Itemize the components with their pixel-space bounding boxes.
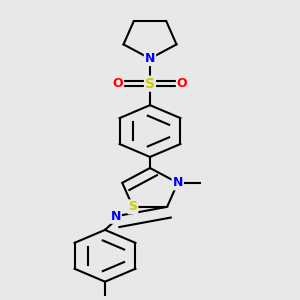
Text: S: S (145, 77, 155, 91)
Text: N: N (172, 176, 183, 189)
Text: S: S (128, 200, 137, 213)
Text: N: N (110, 210, 121, 223)
Text: O: O (177, 77, 188, 90)
Text: O: O (112, 77, 123, 90)
Text: N: N (145, 52, 155, 65)
